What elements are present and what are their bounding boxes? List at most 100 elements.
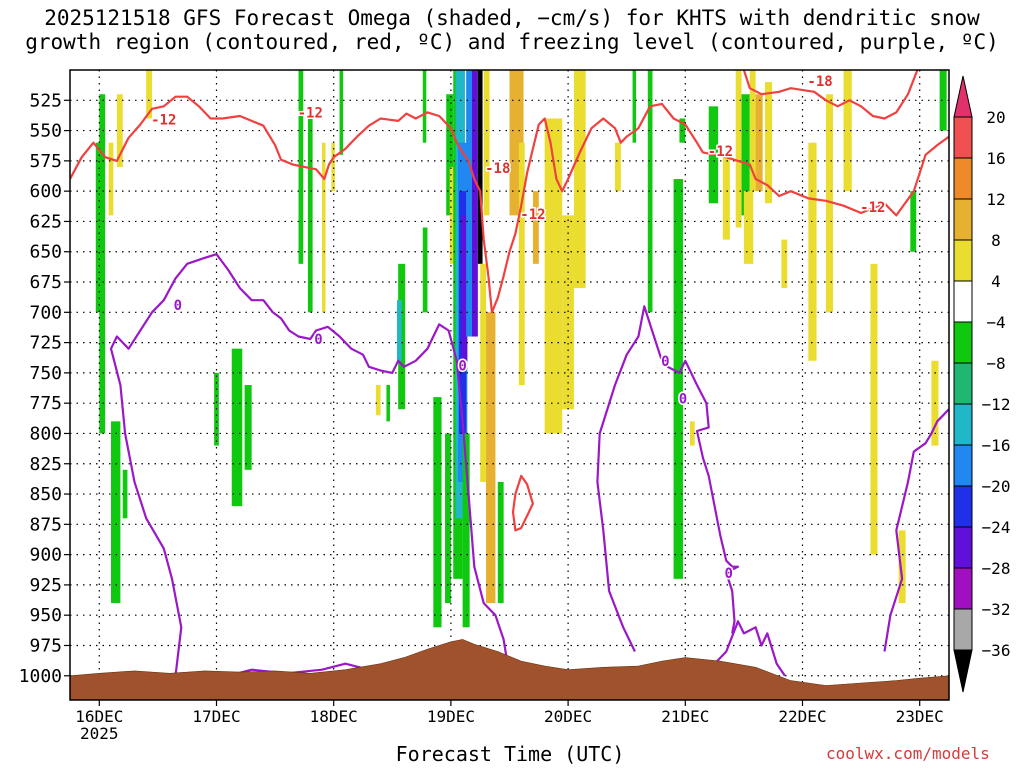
credit-text: coolwx.com/models (826, 744, 990, 763)
freezing-contour-label-4: 0 (679, 391, 687, 407)
colorbar-box-8 (953, 444, 973, 487)
y-tick-label-875: 875 (29, 514, 62, 535)
chart-title-line-1: 2025121518 GFS Forecast Omega (shaded, −… (44, 6, 980, 30)
y-tick-label-1000: 1000 (19, 666, 62, 687)
freezing-contour-2 (596, 305, 740, 652)
omega-cell-22 (445, 433, 451, 604)
ground-profile (70, 639, 949, 700)
colorbar-cap-bottom (953, 649, 973, 693)
x-tick-label-19DEC: 19DEC (427, 707, 475, 726)
x-axis: 16DEC 17DEC 18DEC 19DEC 20DEC 21DEC 22DEC 23DEC… (75, 700, 944, 743)
dgz-contour-1 (742, 70, 919, 120)
omega-cell-41 (544, 118, 563, 434)
y-tick-label-725: 725 (29, 333, 62, 354)
omega-cell-19 (422, 70, 427, 143)
omega-cell-29 (461, 215, 468, 361)
ground-terrain (70, 639, 949, 700)
x-tick-label-21DEC: 21DEC (661, 707, 709, 726)
colorbar-label-8: −16 (982, 436, 1011, 455)
dgz-contour-label-3: -12 (520, 207, 545, 223)
colorbar: 20 16 12 8 4 −4 −8 −12 −16 −20 −24 −28 −32 −36 (953, 75, 1011, 693)
omega-cell-3 (116, 94, 123, 167)
omega-cell-39 (518, 142, 525, 385)
omega-cell-46 (647, 70, 653, 313)
omega-cell-14 (339, 70, 344, 155)
omega-cell-11 (307, 118, 313, 313)
omega-cell-64 (910, 191, 917, 252)
contour-labels: -12 -12 -18 -12 -12 -18 -12 0 0 0 0 0 0 (150, 72, 887, 583)
x-tick-label-22DEC: 22DEC (778, 707, 826, 726)
y-tick-label-525: 525 (29, 90, 62, 111)
omega-cell-13 (331, 142, 335, 192)
y-tick-label-750: 750 (29, 363, 62, 384)
omega-cell-12 (321, 142, 326, 313)
omega-cell-6 (122, 469, 128, 519)
omega-cell-40 (532, 191, 539, 264)
colorbar-box-1 (953, 157, 973, 200)
omega-cell-24 (449, 166, 455, 264)
freezing-contour-label-5: 0 (724, 566, 732, 582)
omega-cell-21 (433, 397, 442, 628)
omega-cell-32 (471, 70, 478, 337)
omega-cell-37 (497, 481, 504, 604)
colorbar-label-3: 8 (991, 231, 1001, 250)
y-tick-label-700: 700 (29, 302, 62, 323)
colorbar-label-13: −36 (982, 641, 1011, 660)
y-axis: 525 550 575 600 625 650 675 700 725 750 775 800 825 8… (19, 90, 70, 687)
omega-cell-0 (99, 94, 106, 434)
colorbar-label-12: −32 (982, 600, 1011, 619)
omega-cell-33 (477, 70, 483, 264)
y-tick-label-575: 575 (29, 151, 62, 172)
colorbar-box-5 (953, 321, 973, 364)
freezing-contour-label-3: 0 (661, 354, 669, 370)
freezing-contour-label-0: 0 (174, 298, 182, 314)
omega-cell-57 (764, 82, 773, 204)
y-tick-label-950: 950 (29, 605, 62, 626)
freezing-contour-1 (707, 620, 786, 677)
plot-frame (69, 69, 950, 701)
y-tick-label-775: 775 (29, 393, 62, 414)
y-tick-label-900: 900 (29, 545, 62, 566)
colorbar-box-3 (953, 239, 973, 282)
omega-cell-30 (462, 433, 470, 628)
y-tick-label-850: 850 (29, 484, 62, 505)
y-tick-label-650: 650 (29, 242, 62, 263)
y-tick-label-600: 600 (29, 181, 62, 202)
freezing-contour-label-2: 0 (458, 359, 466, 375)
colorbar-box-0 (953, 116, 973, 159)
omega-cell-15 (375, 385, 381, 416)
omega-cell-54 (743, 191, 754, 264)
colorbar-label-9: −20 (982, 477, 1011, 496)
colorbar-box-10 (953, 526, 973, 569)
y-tick-label-825: 825 (29, 454, 62, 475)
omega-cell-23 (446, 94, 454, 216)
omega-cell-18 (386, 385, 390, 422)
x-tick-label-20DEC: 20DEC (544, 707, 592, 726)
colorbar-box-11 (953, 567, 973, 610)
omega-cell-43 (573, 70, 586, 289)
dgz-contour-label-5: -18 (807, 74, 832, 90)
x-axis-label: Forecast Time (UTC) (395, 742, 625, 766)
contour-lines (70, 70, 949, 677)
x-tick-label-17DEC: 17DEC (192, 707, 240, 726)
y-tick-label-550: 550 (29, 121, 62, 142)
omega-cell-45 (632, 70, 637, 143)
omega-cell-31 (466, 70, 472, 337)
omega-cell-58 (781, 239, 788, 289)
colorbar-box-2 (953, 198, 973, 241)
x-tick-label-18DEC: 18DEC (310, 707, 358, 726)
omega-cell-17 (396, 300, 402, 361)
colorbar-label-6: −8 (986, 354, 1005, 373)
chart-title-line-2: growth region (contoured, red, ºC) and f… (25, 30, 999, 54)
colorbar-box-12 (953, 608, 973, 651)
omega-cell-52 (735, 70, 742, 228)
omega-cell-56 (755, 94, 763, 192)
colorbar-cap-top (953, 75, 973, 118)
dgz-contour-2 (511, 474, 534, 532)
colorbar-box-4 (953, 280, 973, 323)
omega-cell-62 (870, 263, 878, 555)
dgz-contour-0 (70, 95, 949, 314)
y-tick-label-625: 625 (29, 211, 62, 232)
y-tick-label-675: 675 (29, 272, 62, 293)
